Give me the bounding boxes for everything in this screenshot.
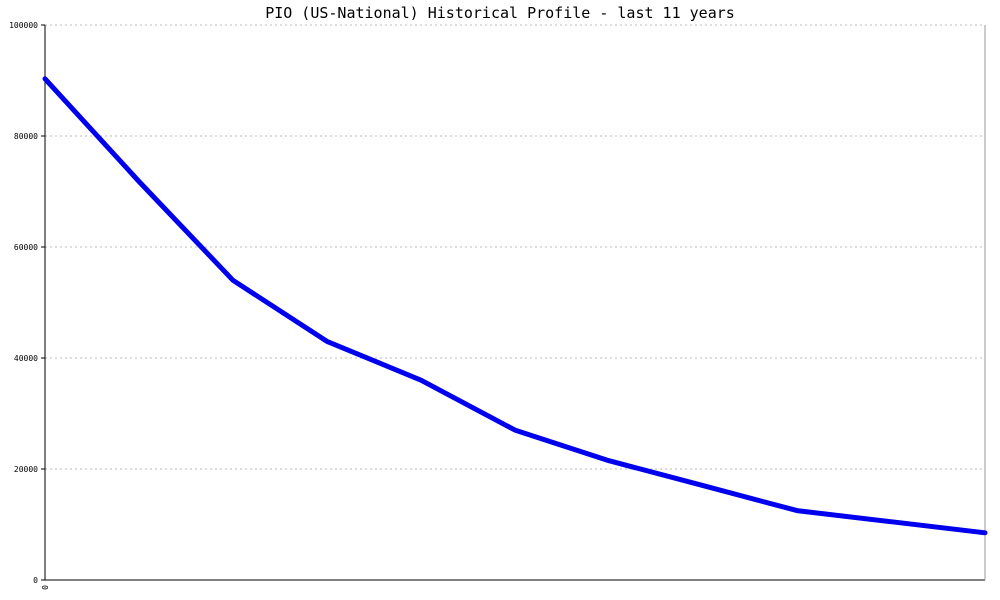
x-tick-label-0: 0 <box>41 585 50 590</box>
grid-lines <box>45 24 985 470</box>
chart-title: PIO (US-National) Historical Profile - l… <box>265 4 735 22</box>
y-tick-label-100000: 100000 <box>9 21 38 30</box>
y-tick-label-0: 0 <box>33 576 38 585</box>
y-tick-label-40000: 40000 <box>14 354 38 363</box>
y-tick-label-60000: 60000 <box>14 243 38 252</box>
x-axis-ticks: 0 <box>41 585 50 590</box>
y-tick-label-20000: 20000 <box>14 465 38 474</box>
series-line-0 <box>42 76 988 536</box>
series-group <box>42 76 988 536</box>
y-axis-ticks: 0 20000 40000 60000 80000 100000 <box>9 21 45 585</box>
y-tick-label-80000: 80000 <box>14 132 38 141</box>
